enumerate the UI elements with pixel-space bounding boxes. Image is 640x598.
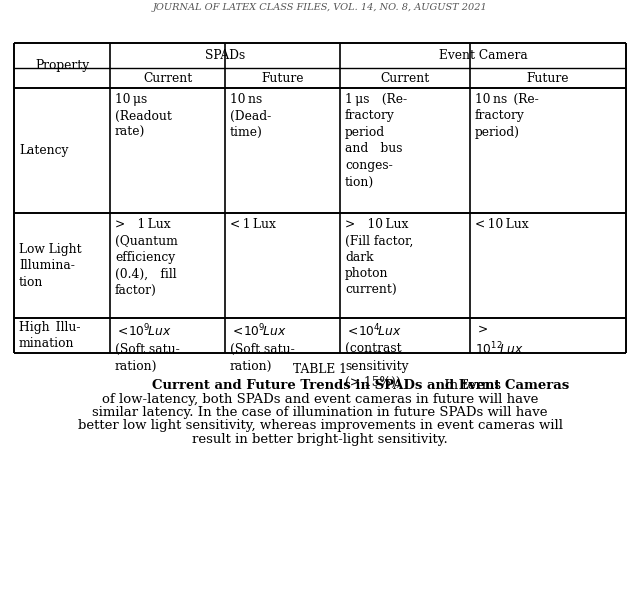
Text: $<\!10^9\!Lux$
(Soft satu-
ration): $<\!10^9\!Lux$ (Soft satu- ration) [230,323,295,373]
Text: Low Light
Illumina-
tion: Low Light Illumina- tion [19,243,82,288]
Text: In terms: In terms [440,379,502,392]
Text: Future: Future [261,72,304,84]
Text: of low-latency, both SPADs and event cameras in future will have: of low-latency, both SPADs and event cam… [102,392,538,405]
Text: Current and Future Trends in SPADs and Event Cameras: Current and Future Trends in SPADs and E… [152,379,569,392]
Text: < 1 Lux: < 1 Lux [230,218,276,231]
Text: Latency: Latency [19,144,68,157]
Text: Current: Current [143,72,192,84]
Text: better low light sensitivity, whereas improvements in event cameras will: better low light sensitivity, whereas im… [77,420,563,432]
Text: 10 ns
(Dead-
time): 10 ns (Dead- time) [230,93,271,139]
Text: $<\!10^4\!Lux$
(contrast
sensitivity
(> 15%)): $<\!10^4\!Lux$ (contrast sensitivity (> … [345,323,408,389]
Text: result in better bright-light sensitivity.: result in better bright-light sensitivit… [192,433,448,446]
Text: < 10 Lux: < 10 Lux [475,218,529,231]
Text: Property: Property [35,59,89,72]
Text: >  1 Lux
(Quantum
efficiency
(0.4),  fill
factor): > 1 Lux (Quantum efficiency (0.4), fill … [115,218,178,297]
Text: $<\!10^9\!Lux$
(Soft satu-
ration): $<\!10^9\!Lux$ (Soft satu- ration) [115,323,180,373]
Text: 10 μs
(Readout
rate): 10 μs (Readout rate) [115,93,172,139]
Text: High Illu-
mination: High Illu- mination [19,321,81,350]
Text: 10 ns (Re-
fractory
period): 10 ns (Re- fractory period) [475,93,539,139]
Text: Current: Current [380,72,429,84]
Text: 1 μs  (Re-
fractory
period
and  bus
conges-
tion): 1 μs (Re- fractory period and bus conges… [345,93,407,188]
Text: JOURNAL OF LATEX CLASS FILES, VOL. 14, NO. 8, AUGUST 2021: JOURNAL OF LATEX CLASS FILES, VOL. 14, N… [152,3,488,12]
Text: Event Camera: Event Camera [438,49,527,62]
Text: similar latency. In the case of illumination in future SPADs will have: similar latency. In the case of illumina… [92,406,548,419]
Text: >  10 Lux
(Fill factor,
dark
photon
current): > 10 Lux (Fill factor, dark photon curre… [345,218,413,297]
Text: SPADs: SPADs [205,49,245,62]
Text: TABLE 1: TABLE 1 [293,363,347,376]
Text: Future: Future [527,72,569,84]
Text: $>$
$10^{12}\!Lux$: $>$ $10^{12}\!Lux$ [475,323,524,358]
